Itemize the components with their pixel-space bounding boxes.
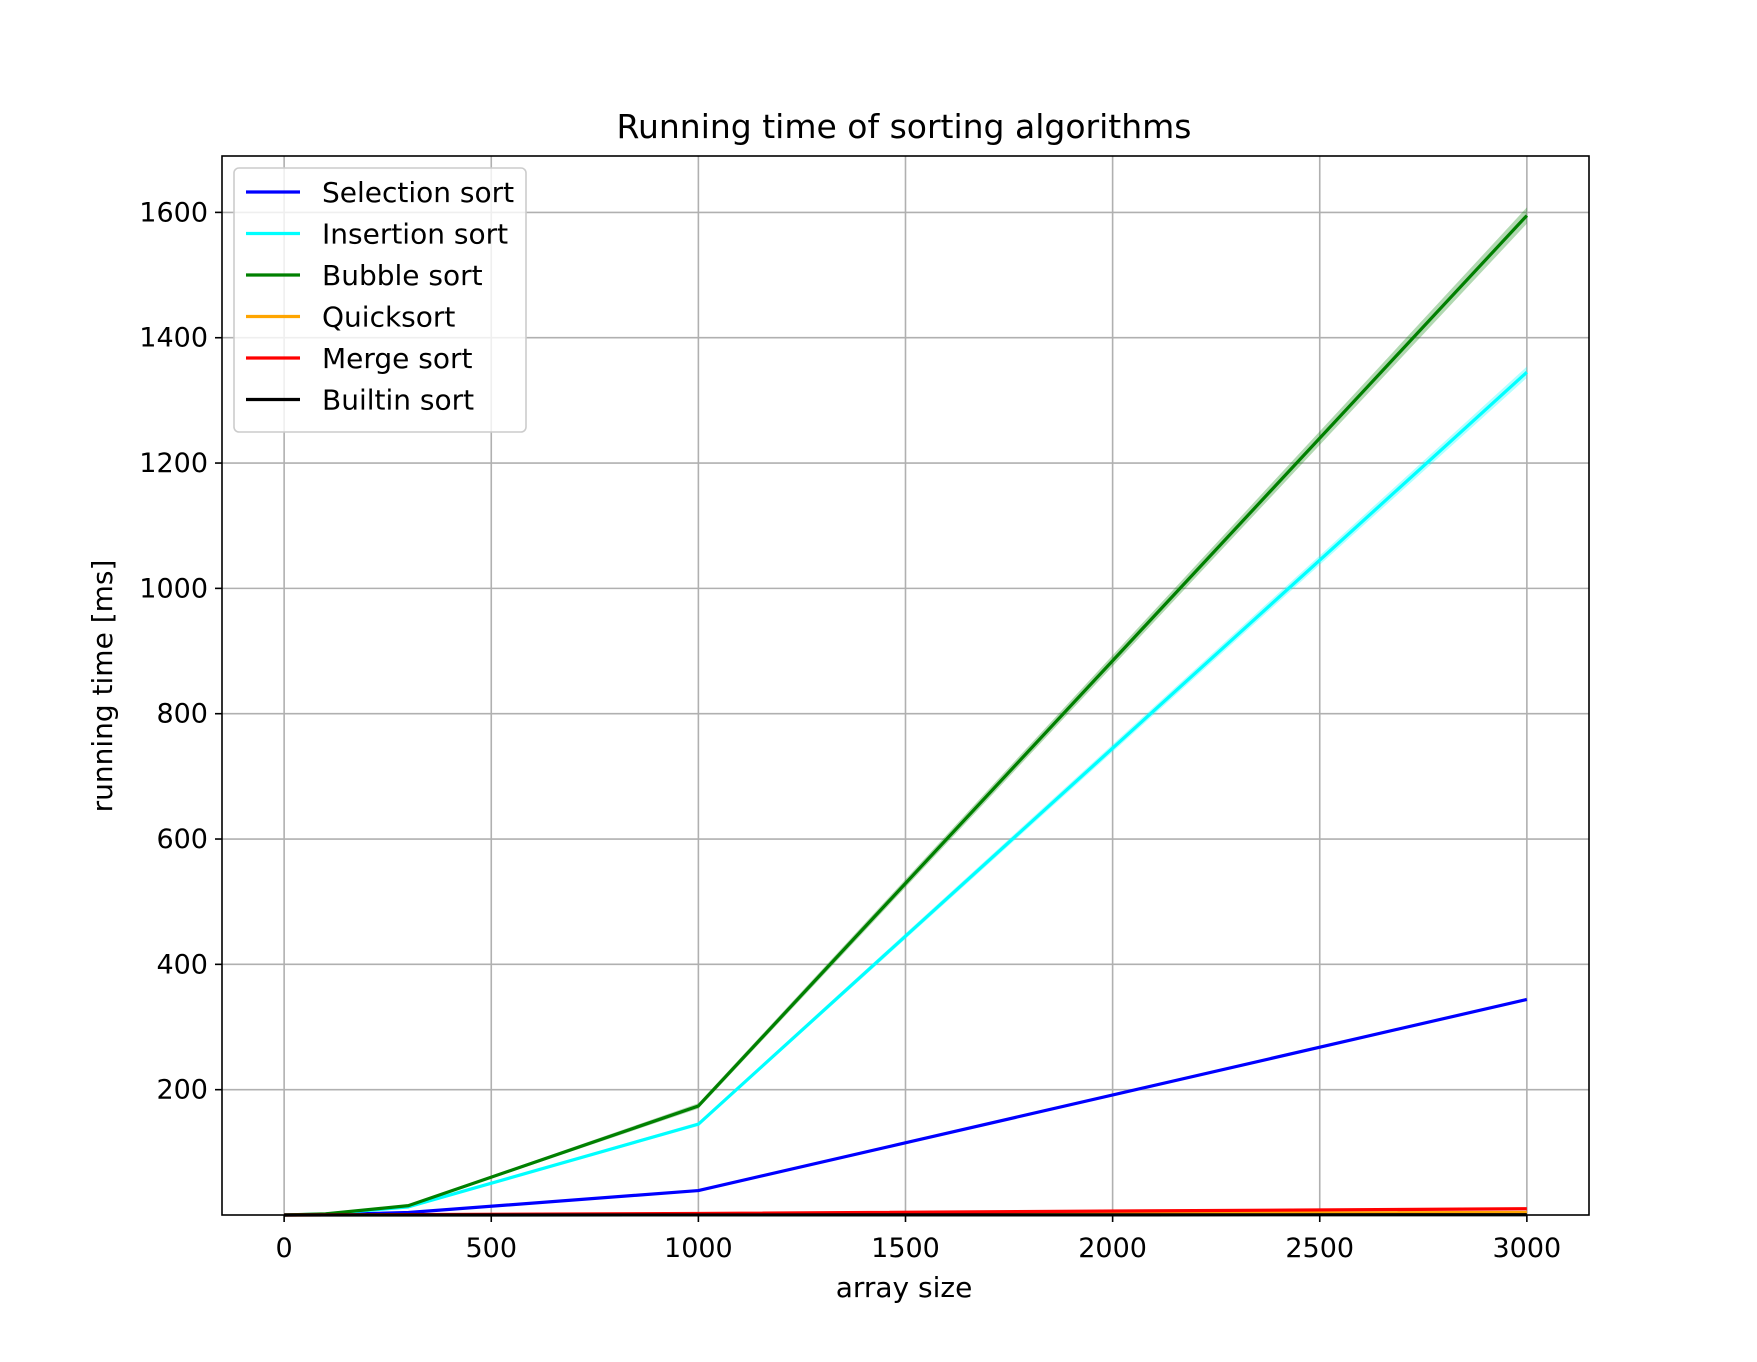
y-tick-label: 1200 (139, 448, 208, 479)
y-tick-label: 200 (156, 1075, 208, 1106)
y-tick-label: 1000 (139, 573, 208, 604)
legend-label-bubble-sort: Bubble sort (322, 259, 483, 292)
y-tick-label: 400 (156, 949, 208, 980)
legend-box (233, 167, 527, 433)
y-tick-label: 1600 (139, 197, 208, 228)
tick-layer: 0 500 1000 1500 2000 2500 3000 200 400 600 800 1000… (139, 197, 1561, 1264)
x-tick-label: 2000 (1078, 1233, 1147, 1264)
y-tick-label: 1400 (139, 323, 208, 354)
y-tick-label: 600 (156, 824, 208, 855)
legend-label-merge-sort: Merge sort (322, 342, 473, 375)
x-tick-label: 1500 (871, 1233, 940, 1264)
x-tick-label: 0 (276, 1233, 293, 1264)
y-tick-label: 800 (156, 699, 208, 730)
x-tick-label: 1000 (664, 1233, 733, 1264)
y-axis-label: running time [ms] (86, 560, 119, 813)
x-axis-label: array size (836, 1271, 973, 1304)
legend: Selection sort Insertion sort Bubble sort Q… (233, 167, 527, 433)
x-tick-label: 2500 (1285, 1233, 1354, 1264)
legend-label-builtin-sort: Builtin sort (322, 384, 474, 417)
grid-layer (222, 156, 1589, 1215)
legend-label-insertion-sort: Insertion sort (322, 218, 508, 251)
chart-title: Running time of sorting algorithms (617, 107, 1192, 146)
x-tick-label: 3000 (1493, 1233, 1562, 1264)
legend-label-selection-sort: Selection sort (322, 176, 514, 209)
x-tick-label: 500 (465, 1233, 517, 1264)
legend-label-quicksort: Quicksort (322, 301, 455, 334)
